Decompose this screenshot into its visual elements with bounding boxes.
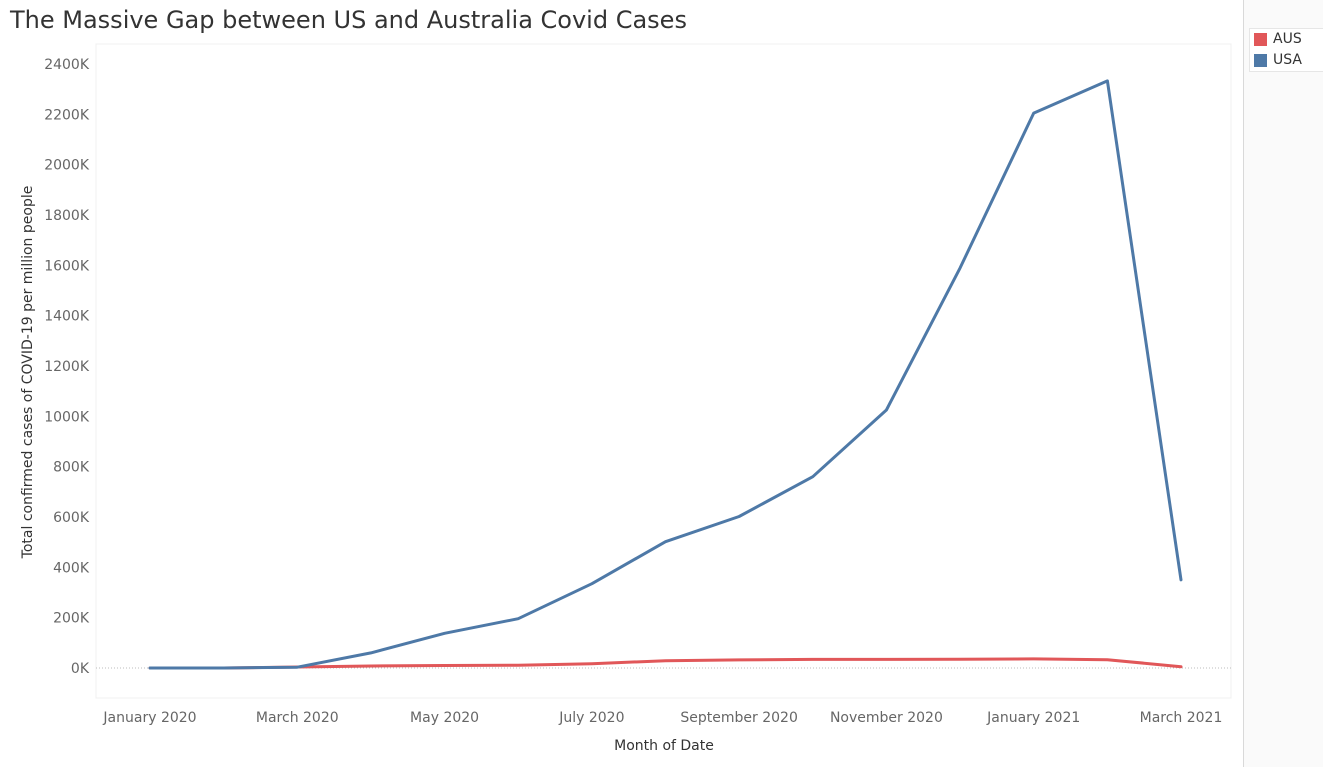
y-tick-label: 1200K — [44, 359, 90, 375]
y-axis: 0K 200K 400K 600K 800K 1000K 1200K 1400K 1600K 18… — [44, 57, 90, 677]
legend-panel — [1243, 0, 1323, 767]
plot-area — [95, 43, 1232, 699]
y-tick-label: 1800K — [44, 208, 90, 224]
y-tick-label: 1000K — [44, 409, 90, 425]
x-tick-label: September 2020 — [680, 710, 797, 726]
plot-frame — [95, 43, 1232, 699]
y-tick-label: 400K — [53, 560, 90, 576]
y-tick-label: 200K — [53, 611, 90, 627]
x-tick-label: July 2020 — [558, 710, 624, 726]
y-tick-label: 800K — [53, 460, 90, 476]
legend-item-usa[interactable]: USA — [1254, 51, 1302, 69]
y-tick-label: 1600K — [44, 258, 90, 274]
series-line-usa — [148, 79, 1183, 670]
y-tick-label: 0K — [71, 661, 90, 677]
y-tick-label: 2000K — [44, 158, 90, 174]
legend-swatch-usa — [1254, 53, 1267, 67]
y-tick-label: 2400K — [44, 57, 90, 73]
y-tick-label: 2200K — [44, 107, 90, 123]
legend-item-aus[interactable]: AUS — [1254, 30, 1302, 48]
chart-title: The Massive Gap between US and Australia… — [10, 6, 687, 34]
x-tick-label: March 2020 — [256, 710, 339, 726]
y-axis-title: Total confirmed cases of COVID-19 per mi… — [20, 186, 36, 560]
y-tick-label: 600K — [53, 510, 90, 526]
series-line-aus — [148, 657, 1183, 670]
x-axis-title: Month of Date — [614, 738, 714, 754]
x-tick-label: March 2021 — [1140, 710, 1223, 726]
x-tick-label: January 2021 — [986, 710, 1080, 726]
legend-swatch-aus — [1254, 32, 1267, 46]
x-tick-label: May 2020 — [410, 710, 479, 726]
series-layer — [148, 79, 1183, 670]
line-chart: 0K 200K 400K 600K 800K 1000K 1200K 1400K 1600K 18… — [20, 43, 1232, 754]
x-tick-label: November 2020 — [830, 710, 943, 726]
x-tick-label: January 2020 — [102, 710, 196, 726]
x-axis: January 2020 March 2020 May 2020 July 2020 S… — [102, 710, 1222, 726]
legend-label-aus: AUS — [1273, 31, 1302, 47]
legend-label-usa: USA — [1273, 52, 1302, 68]
y-tick-label: 1400K — [44, 309, 90, 325]
